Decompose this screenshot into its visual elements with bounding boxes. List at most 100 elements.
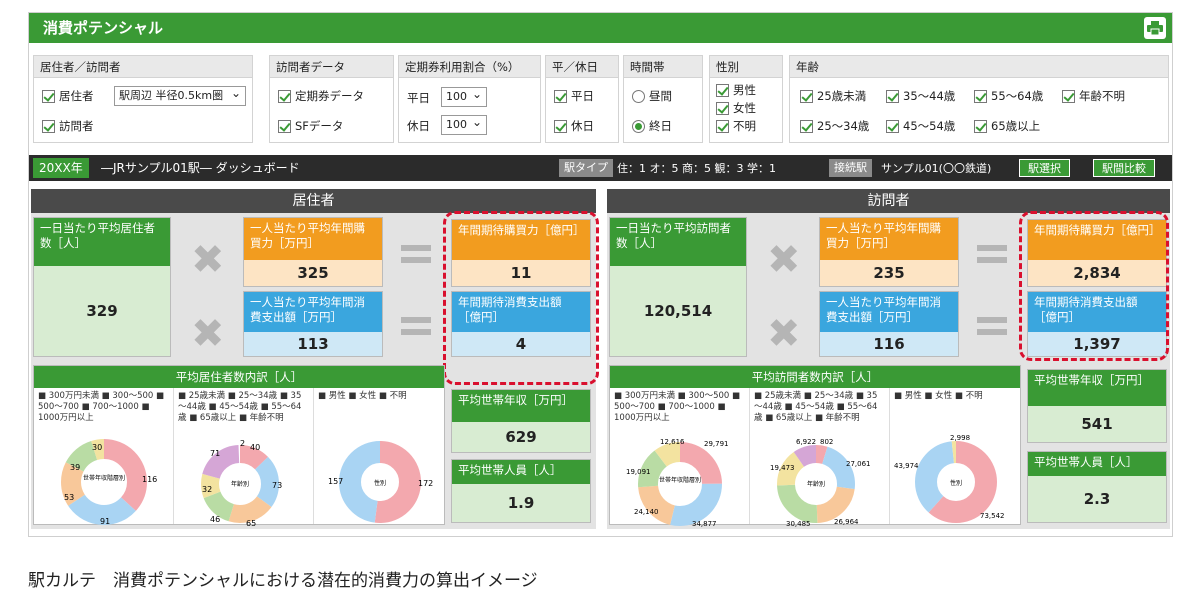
filter-time: 時間帯 昼間 終日 [623,55,703,143]
unknown-gender-checkbox[interactable]: 不明 [716,118,756,134]
age-25-34-checkbox[interactable]: 25～34歳 [800,118,869,134]
print-button[interactable] [1144,17,1166,39]
age-donut: 年齢別 40 73 65 46 32 71 2 [201,439,282,528]
resident-income-card: 平均世帯年収［万円］ 629 [451,389,591,453]
svg-text:6,922: 6,922 [796,438,816,446]
visitor-daily-value: 120,514 [610,266,746,356]
station-compare-button[interactable]: 駅間比較 [1093,159,1155,177]
app-titlebar: 消費ポテンシャル [29,13,1172,43]
daytime-radio[interactable]: 昼間 [632,88,672,104]
filter-gender: 性別 男性 女性 不明 [709,55,783,143]
svg-text:40: 40 [250,443,260,452]
connect-station-label: 接続駅 [829,159,872,177]
resident-expected-spend-value: 4 [452,332,590,356]
resident-panel: 居住者 一日当たり平均居住者数［人］ 329 ✖ ✖ 一人当たり平均年間購買力［… [31,189,599,529]
multiply-icon: ✖ [767,311,801,357]
printer-icon [1147,21,1163,35]
resident-checkbox[interactable]: 居住者 [42,88,94,104]
equals-icon [977,317,1007,335]
visitor-expected-spend-value: 1,397 [1028,332,1166,356]
weekday-checkbox[interactable]: 平日 [554,88,594,104]
filter-day-type: 平／休日 平日 休日 [545,55,619,143]
holiday-ratio-label: 休日 [407,119,430,133]
svg-text:46: 46 [210,515,220,524]
visitor-title: 訪問者 [607,189,1170,213]
dashboard-label: ―JRサンプル01駅― ダッシュボード [101,161,300,175]
allday-radio[interactable]: 終日 [632,118,672,134]
age-45-54-checkbox[interactable]: 45～54歳 [886,118,955,134]
svg-text:116: 116 [142,475,157,484]
age-legend: ■ 25歳未満 ■ 25～34歳 ■ 35～44歳 ■ 45～54歳 ■ 55～… [754,391,878,423]
visitor-income-card: 平均世帯年収［万円］ 541 [1027,369,1167,443]
svg-text:30: 30 [92,443,102,452]
resident-expected-purchase-value: 11 [452,260,590,286]
male-checkbox[interactable]: 男性 [716,82,756,98]
visitor-breakdown: 平均訪問者数内訳［人］ ■ 300万円未満 ■ 300～500 ■ 500～70… [609,365,1021,528]
female-checkbox[interactable]: 女性 [716,100,756,116]
equals-icon [401,317,431,335]
filter-header: 時間帯 [630,60,665,74]
income-legend: ■ 300万円未満 ■ 300～500 ■ 500～700 ■ 700～1000… [38,391,165,423]
multiply-icon: ✖ [191,311,225,357]
svg-text:世帯年収階層別: 世帯年収階層別 [83,474,125,482]
svg-text:172: 172 [418,479,433,488]
age-unknown-checkbox[interactable]: 年齢不明 [1062,88,1125,104]
figure-caption: 駅カルテ 消費ポテンシャルにおける潜在的消費力の算出イメージ [28,571,538,591]
gender-legend: ■ 男性 ■ 女性 ■ 不明 [894,391,983,401]
resident-daily-card: 一日当たり平均居住者数［人］ 329 [33,217,171,357]
gender-donut: 性別 172 157 [328,441,433,523]
svg-text:12,616: 12,616 [660,438,685,446]
visitor-panel: 訪問者 一日当たり平均訪問者数［人］ 120,514 ✖ ✖ 一人当たり平均年間… [607,189,1170,529]
age-55-64-checkbox[interactable]: 55～64歳 [974,88,1043,104]
visitor-daily-card: 一日当たり平均訪問者数［人］ 120,514 [609,217,747,357]
holiday-checkbox[interactable]: 休日 [554,118,594,134]
visitor-expected-purchase-card: 年間期待購買力［億円］ 2,834 [1027,219,1167,287]
svg-text:32: 32 [202,485,212,494]
station-type-value: 住：1 オ：5 商：5 観：3 学：1 [617,162,776,175]
highlight-frame [443,211,599,385]
svg-text:年齢別: 年齢別 [807,480,825,488]
age-65plus-checkbox[interactable]: 65歳以上 [974,118,1040,134]
svg-text:71: 71 [210,449,220,458]
dashboard-window: 消費ポテンシャル 居住者／訪問者 居住者 駅周辺 半径0.5km圏 訪問者 訪問… [28,12,1173,537]
age-donut: 年齢別 27,061 26,964 30,485 19,473 6,922 80… [770,438,871,528]
area-select[interactable]: 駅周辺 半径0.5km圏 [114,84,246,106]
filter-header: 平／休日 [552,60,598,74]
svg-text:30,485: 30,485 [786,520,811,528]
filter-header: 訪問者データ [276,60,345,74]
visitor-expected-spend-card: 年間期待消費支出額［億円］ 1,397 [1027,291,1167,357]
filter-header: 性別 [716,60,739,74]
age-35-44-checkbox[interactable]: 35～44歳 [886,88,955,104]
visitor-checkbox[interactable]: 訪問者 [42,118,94,134]
resident-breakdown: 平均居住者数内訳［人］ ■ 300万円未満 ■ 300～500 ■ 500～70… [33,365,446,528]
info-bar: 20XX年 ―JRサンプル01駅― ダッシュボード 駅タイプ 住：1 オ：5 商… [29,155,1172,181]
multiply-icon: ✖ [191,237,225,283]
visitor-purchase-card: 一人当たり平均年間購買力［万円］ 235 [819,217,959,287]
income-donut-section: ■ 300万円未満 ■ 300～500 ■ 500～700 ■ 700～1000… [610,388,750,528]
resident-members-value: 1.9 [452,484,590,522]
age-donut-section: ■ 25歳未満 ■ 25～34歳 ■ 35～44歳 ■ 45～54歳 ■ 55～… [750,388,890,528]
filter-panel: 居住者／訪問者 居住者 駅周辺 半径0.5km圏 訪問者 訪問者データ 定期券デ… [29,49,1172,149]
filter-commuter-ratio: 定期券利用割合（%） 平日 100 休日 100 [398,55,541,143]
resident-purchase-card: 一人当たり平均年間購買力［万円］ 325 [243,217,383,287]
resident-spend-card: 一人当たり平均年間消費支出額［万円］ 113 [243,291,383,357]
svg-text:73: 73 [272,481,282,490]
visitor-purchase-value: 235 [820,260,958,286]
station-select-button[interactable]: 駅選択 [1019,159,1070,177]
age-under25-checkbox[interactable]: 25歳未満 [800,88,866,104]
highlight-frame [1019,211,1169,361]
commuter-data-checkbox[interactable]: 定期券データ [278,88,364,104]
visitor-expected-purchase-value: 2,834 [1028,260,1166,286]
holiday-ratio-select[interactable]: 100 [441,113,487,135]
income-donut: 世帯年収階層別 29,791 34,877 24,140 19,091 12,6… [626,438,729,528]
weekday-ratio-select[interactable]: 100 [441,85,487,107]
resident-spend-value: 113 [244,332,382,356]
sf-data-checkbox[interactable]: SFデータ [278,118,343,134]
gender-donut-section: ■ 男性 ■ 女性 ■ 不明 性別 172 157 [314,388,446,524]
filter-header: 年齢 [796,60,819,74]
income-donut: 世帯年収階層別 116 91 53 39 30 [61,439,157,526]
resident-daily-value: 329 [34,266,170,356]
svg-text:2,998: 2,998 [950,434,970,442]
weekday-ratio-label: 平日 [407,91,430,105]
svg-text:27,061: 27,061 [846,460,871,468]
